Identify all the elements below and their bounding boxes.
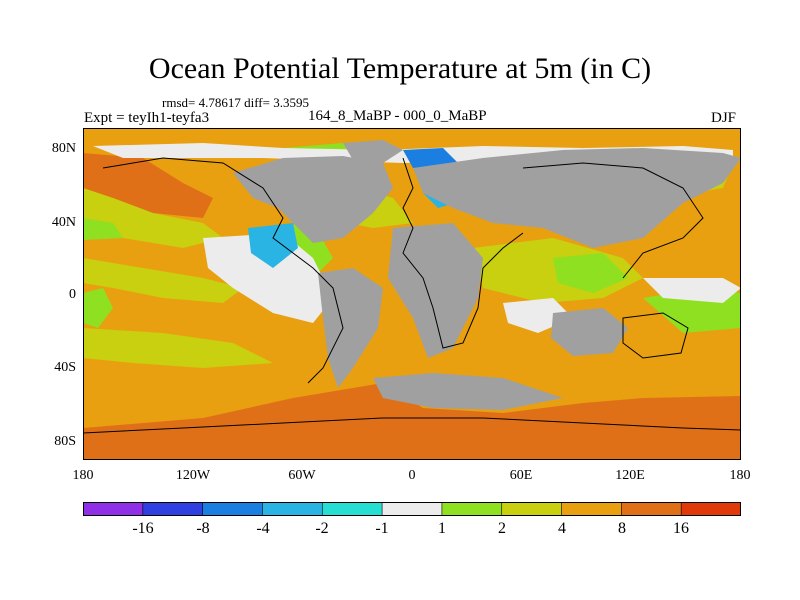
east-indian-neutral bbox=[643, 278, 741, 303]
lon-tick-label: 60E bbox=[509, 468, 533, 483]
colorbar-cell bbox=[501, 502, 563, 516]
north-pacific-dark-orange bbox=[83, 153, 213, 218]
tropical-atlantic-neutral bbox=[203, 233, 333, 323]
colorbar-cell bbox=[561, 502, 623, 516]
colorbar-label: 16 bbox=[673, 520, 689, 537]
lon-tick-label: 120E bbox=[615, 468, 645, 483]
map-title: Ocean Potential Temperature at 5m (in C) bbox=[148, 52, 652, 85]
coast-europe-africa bbox=[402, 157, 524, 349]
coast-asia bbox=[522, 162, 704, 279]
colorbar-label: 2 bbox=[498, 520, 506, 537]
land-north-america bbox=[233, 156, 393, 243]
land-greenland bbox=[343, 140, 403, 163]
temperature-difference-map bbox=[83, 128, 741, 460]
period-subtitle: 164_8_MaBP - 000_0_MaBP bbox=[308, 108, 487, 124]
south-pacific-yellow bbox=[83, 328, 273, 368]
lat-tick-label: 40N bbox=[51, 215, 76, 230]
land-south-america bbox=[318, 268, 383, 388]
lat-tick-label: 80N bbox=[51, 141, 76, 156]
rmsd-diff-stats: rmsd= 4.78617 diff= 3.3595 bbox=[162, 95, 309, 110]
southern-ocean-dark-orange bbox=[83, 383, 741, 460]
lat-tick-label: 0 bbox=[69, 287, 76, 302]
land-masses bbox=[233, 140, 741, 410]
lon-tick-label: 60W bbox=[288, 468, 316, 483]
lon-tick-label: 120W bbox=[175, 468, 211, 483]
colorbar-cell bbox=[321, 502, 383, 516]
colorbar-label: 1 bbox=[438, 520, 446, 537]
colorbar-label: -16 bbox=[132, 520, 154, 537]
land-africa bbox=[388, 223, 483, 358]
north-pacific-east-green bbox=[83, 218, 123, 240]
colorbar-cell bbox=[142, 502, 204, 516]
colorbar-label: -2 bbox=[315, 520, 329, 537]
experiment-label: Expt = teyIh1-teyfa3 bbox=[84, 110, 210, 126]
colorbar-cell bbox=[680, 502, 741, 516]
colorbar-label: 4 bbox=[558, 520, 566, 537]
coast-americas bbox=[102, 157, 344, 384]
lat-tick-label: 40S bbox=[54, 360, 76, 375]
gulf-cyan-patch bbox=[248, 223, 298, 268]
tropical-pacific-yellow bbox=[83, 258, 243, 303]
colorbar-label: -4 bbox=[256, 520, 270, 537]
colorbar-label: -1 bbox=[375, 520, 389, 537]
lat-tick-label: 80S bbox=[54, 434, 76, 449]
coast-australia bbox=[622, 312, 689, 359]
map-frame bbox=[83, 128, 741, 460]
coast-antarctica bbox=[83, 417, 741, 434]
land-eurasia bbox=[413, 148, 741, 248]
season-label: DJF bbox=[711, 110, 737, 126]
west-pacific-green bbox=[83, 288, 113, 328]
colorbar-cell bbox=[441, 502, 503, 516]
lon-tick-label: 180 bbox=[729, 468, 751, 483]
colorbar-cell bbox=[621, 502, 682, 516]
indian-ocean-green bbox=[553, 253, 628, 293]
colorbar bbox=[83, 502, 741, 516]
coastline-outlines bbox=[83, 157, 741, 434]
lon-tick-label: 180 bbox=[72, 468, 94, 483]
land-australia bbox=[551, 308, 628, 356]
lon-tick-label: 0 bbox=[408, 468, 416, 483]
colorbar-cell bbox=[262, 502, 324, 516]
colorbar-cell bbox=[83, 502, 144, 516]
colorbar-cell bbox=[381, 502, 443, 516]
colorbar-cell bbox=[202, 502, 264, 516]
colorbar-label: -8 bbox=[196, 520, 210, 537]
colorbar-label: 8 bbox=[618, 520, 626, 537]
land-antarctica bbox=[373, 373, 563, 410]
